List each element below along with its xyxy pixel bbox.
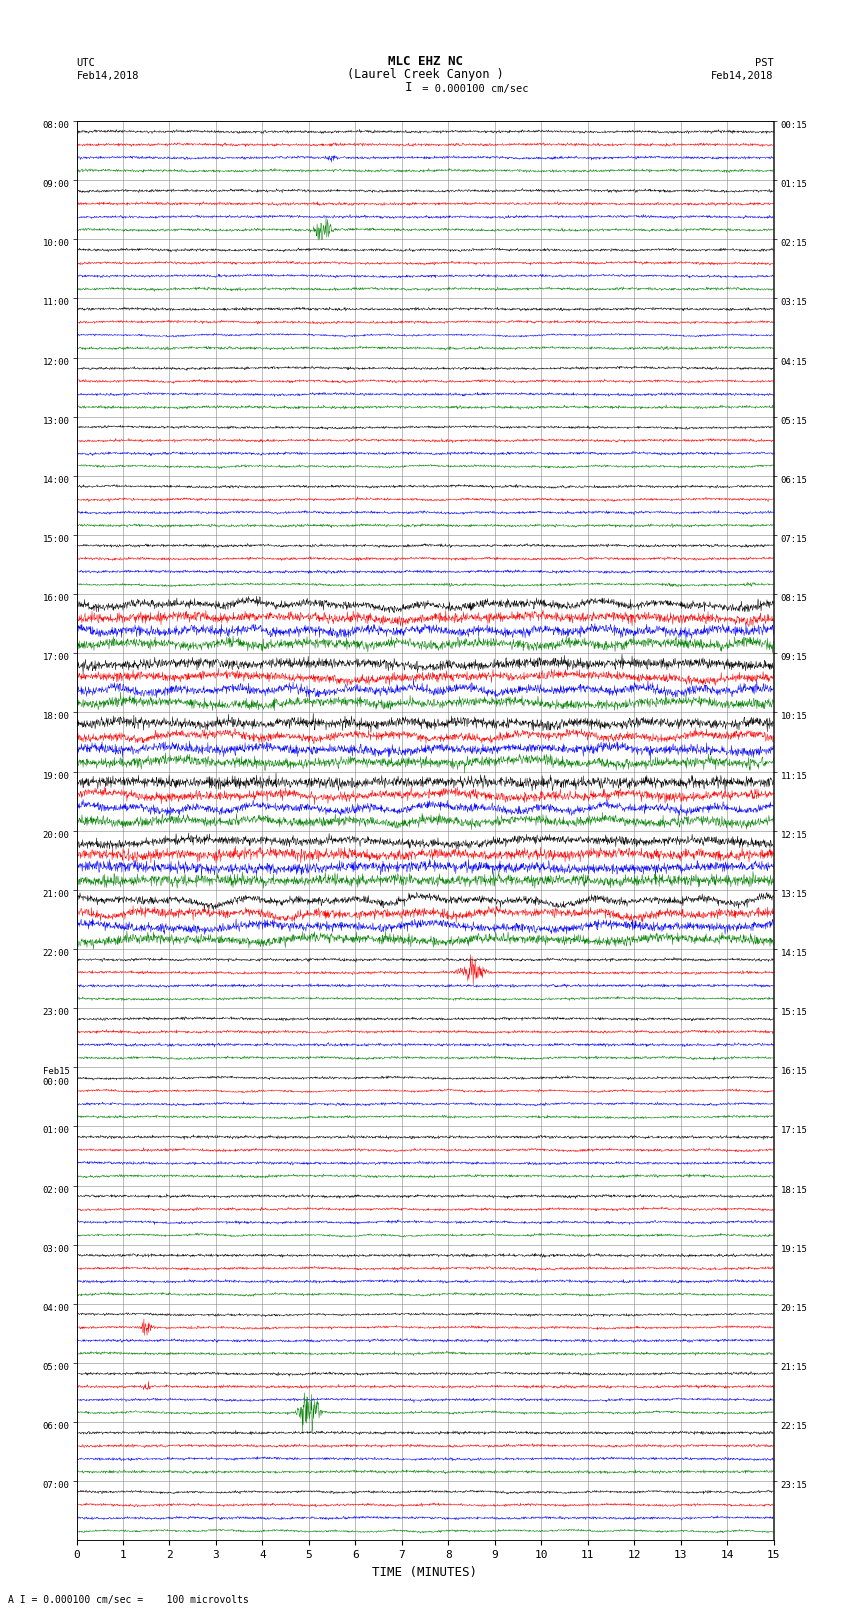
Text: Feb14,2018: Feb14,2018 xyxy=(76,71,139,81)
Text: Feb14,2018: Feb14,2018 xyxy=(711,71,774,81)
Text: I: I xyxy=(405,81,411,94)
Text: MLC EHZ NC: MLC EHZ NC xyxy=(388,55,462,68)
Text: PST: PST xyxy=(755,58,774,68)
Text: UTC: UTC xyxy=(76,58,95,68)
Text: (Laurel Creek Canyon ): (Laurel Creek Canyon ) xyxy=(347,68,503,81)
Text: A I = 0.000100 cm/sec =    100 microvolts: A I = 0.000100 cm/sec = 100 microvolts xyxy=(8,1595,249,1605)
Text: = 0.000100 cm/sec: = 0.000100 cm/sec xyxy=(416,84,529,94)
X-axis label: TIME (MINUTES): TIME (MINUTES) xyxy=(372,1566,478,1579)
